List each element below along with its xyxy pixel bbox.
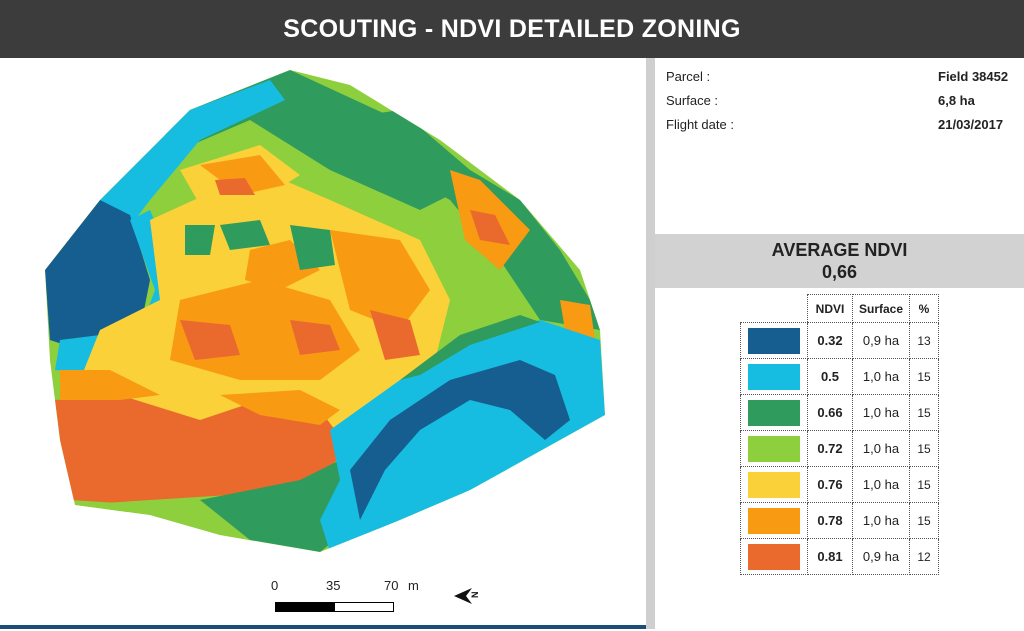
map-panel[interactable] [0,58,646,626]
color-swatch [748,363,800,390]
ndvi-header: NDVI [807,294,853,323]
average-ndvi-title: AVERAGE NDVI [771,240,908,260]
surface-value: 1,0 ha [852,466,910,503]
percent-value: 12 [909,538,939,575]
surface-value: 6,8 ha [938,93,975,108]
scale-tick-0: 0 [271,578,279,593]
color-swatch [748,543,800,570]
scale-segment-light [334,602,394,612]
table-row: 0.66 1,0 ha 15 [740,394,939,431]
scale-bar: 0 35 70 m [262,578,462,618]
swatch-cell [740,466,808,503]
color-swatch [748,471,800,498]
table-body: 0.32 0,9 ha 13 0.5 1,0 ha 15 0.66 1,0 ha 15 0.72 1… [740,322,939,575]
swatch-cell [740,322,808,359]
ndvi-value: 0.32 [807,322,853,359]
parcel-row: Parcel : Field 38452 [666,69,1016,89]
average-ndvi-box: AVERAGE NDVI 0,66 [655,234,1024,288]
average-ndvi-value: 0,66 [821,262,858,282]
header-bar: SCOUTING - NDVI DETAILED ZONING [0,0,1024,58]
svg-text:N: N [470,592,480,599]
table-row: 0.76 1,0 ha 15 [740,466,939,503]
swatch-cell [740,394,808,431]
panel-divider [646,58,655,629]
bottom-accent-bar [0,625,646,629]
swatch-header [740,294,808,323]
field-zoning [45,70,605,552]
flight-date-value: 21/03/2017 [938,117,1004,132]
surface-row: Surface : 6,8 ha [666,93,1016,113]
ndvi-value: 0.81 [807,538,853,575]
percent-value: 15 [909,394,939,431]
north-arrow-icon: N [452,584,482,613]
table-row: 0.78 1,0 ha 15 [740,502,939,539]
swatch-cell [740,502,808,539]
surface-header: Surface [852,294,910,323]
percent-value: 15 [909,430,939,467]
percent-value: 15 [909,502,939,539]
color-swatch [748,399,800,426]
surface-value: 0,9 ha [852,322,910,359]
flight-date-row: Flight date : 21/03/2017 [666,117,1016,137]
color-swatch [748,507,800,534]
surface-label: Surface : [666,93,719,108]
scale-tick-35: 35 [326,578,341,593]
ndvi-class-table: NDVI Surface % 0.32 0,9 ha 13 0.5 1,0 ha 15 0.… [740,294,939,575]
surface-value: 1,0 ha [852,502,910,539]
ndvi-map[interactable] [0,58,646,626]
flight-date-label: Flight date : [666,117,734,132]
color-swatch [748,327,800,354]
parcel-label: Parcel : [666,69,711,84]
table-header-row: NDVI Surface % [740,294,939,323]
percent-value: 13 [909,322,939,359]
swatch-cell [740,430,808,467]
table-row: 0.5 1,0 ha 15 [740,358,939,395]
table-row: 0.32 0,9 ha 13 [740,322,939,359]
pct-header: % [909,294,939,323]
surface-value: 1,0 ha [852,394,910,431]
scale-unit: m [408,578,419,593]
ndvi-value: 0.72 [807,430,853,467]
surface-value: 1,0 ha [852,430,910,467]
scale-tick-70: 70 [384,578,399,593]
table-row: 0.81 0,9 ha 12 [740,538,939,575]
parcel-info: Parcel : Field 38452 Surface : 6,8 ha Fl… [655,58,1024,234]
page-title: SCOUTING - NDVI DETAILED ZONING [283,14,741,43]
ndvi-value: 0.78 [807,502,853,539]
swatch-cell [740,538,808,575]
table-row: 0.72 1,0 ha 15 [740,430,939,467]
parcel-value: Field 38452 [938,69,1009,84]
color-swatch [748,435,800,462]
percent-value: 15 [909,358,939,395]
scale-segment-dark [275,602,335,612]
percent-value: 15 [909,466,939,503]
ndvi-value: 0.76 [807,466,853,503]
surface-value: 0,9 ha [852,538,910,575]
surface-value: 1,0 ha [852,358,910,395]
swatch-cell [740,358,808,395]
ndvi-value: 0.66 [807,394,853,431]
ndvi-value: 0.5 [807,358,853,395]
